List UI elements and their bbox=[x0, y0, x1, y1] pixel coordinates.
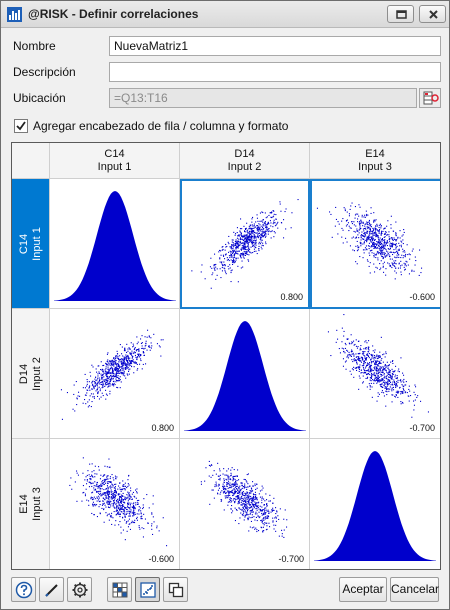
correlation-value: 0.800 bbox=[151, 423, 174, 433]
distribution-cell[interactable] bbox=[180, 309, 310, 439]
correlation-value: 0.800 bbox=[280, 292, 303, 302]
close-icon bbox=[429, 10, 438, 19]
correlation-cell[interactable]: 0.800 bbox=[50, 309, 180, 439]
header-format-label: Agregar encabezado de fila / columna y f… bbox=[33, 119, 289, 133]
correlation-cell[interactable]: -0.600 bbox=[50, 439, 180, 569]
row-header-ref: D14 bbox=[17, 363, 30, 384]
column-header-name: Input 1 bbox=[97, 161, 132, 173]
edit-icon bbox=[45, 584, 58, 597]
correlation-cell[interactable]: -0.600 bbox=[310, 179, 440, 309]
row-header-name: Input 2 bbox=[30, 356, 43, 391]
correlation-matrix: C14 Input 1 D14 Input 2 E14 Input 3 C14 … bbox=[11, 142, 441, 570]
location-input: =Q13:T16 bbox=[109, 88, 417, 108]
correlation-value: -0.600 bbox=[148, 554, 174, 564]
distribution-plot bbox=[54, 191, 176, 301]
description-label: Descripción bbox=[13, 65, 76, 79]
distribution-curve bbox=[314, 451, 436, 561]
row-header-ref: C14 bbox=[17, 233, 30, 254]
correlation-value: -0.700 bbox=[409, 423, 435, 433]
row-header-1[interactable]: C14 Input 1 bbox=[12, 179, 50, 309]
distribution-plot bbox=[314, 451, 436, 561]
risk-app-icon bbox=[7, 7, 22, 22]
scatter-plot bbox=[69, 457, 168, 547]
scatter-points bbox=[191, 199, 299, 289]
correlation-value: -0.700 bbox=[278, 554, 304, 564]
scatter-plot bbox=[316, 202, 423, 280]
column-header-ref: E14 bbox=[365, 148, 385, 160]
scatter-plot bbox=[191, 199, 299, 289]
scatter-points bbox=[200, 460, 288, 538]
distribution-curve bbox=[54, 191, 176, 301]
distribution-cell[interactable] bbox=[310, 439, 440, 569]
name-input[interactable]: NuevaMatriz1 bbox=[109, 36, 441, 56]
matrix-view-icon bbox=[112, 582, 128, 598]
scatter-points bbox=[327, 314, 429, 418]
scatter-points bbox=[316, 202, 423, 280]
header-format-checkbox[interactable] bbox=[14, 119, 28, 133]
column-header-3[interactable]: E14 Input 3 bbox=[310, 143, 440, 179]
edit-button[interactable] bbox=[39, 577, 64, 602]
scatter-plot bbox=[327, 314, 429, 418]
distribution-curve bbox=[184, 321, 306, 431]
row-header-name: Input 3 bbox=[30, 487, 43, 521]
name-label: Nombre bbox=[13, 39, 56, 53]
scatter-view-button[interactable] bbox=[135, 577, 160, 602]
settings-button[interactable] bbox=[67, 577, 92, 602]
column-header-name: Input 2 bbox=[227, 161, 262, 173]
column-header-1[interactable]: C14 Input 1 bbox=[50, 143, 180, 179]
maximize-icon bbox=[396, 10, 407, 19]
cancel-button[interactable]: Cancelar bbox=[390, 577, 439, 602]
help-button[interactable] bbox=[11, 577, 36, 602]
scatter-plot bbox=[200, 460, 288, 538]
copy-icon bbox=[168, 582, 184, 598]
correlation-cell[interactable]: -0.700 bbox=[310, 309, 440, 439]
correlation-value: -0.600 bbox=[409, 292, 435, 302]
correlation-cell[interactable]: 0.800 bbox=[180, 179, 310, 309]
column-header-2[interactable]: D14 Input 2 bbox=[180, 143, 310, 179]
window-title: @RISK - Definir correlaciones bbox=[28, 7, 199, 21]
cell-reference-icon bbox=[423, 91, 439, 105]
help-icon bbox=[15, 581, 33, 599]
row-header-2[interactable]: D14 Input 2 bbox=[12, 309, 50, 439]
close-button[interactable] bbox=[419, 5, 446, 23]
row-header-name: Input 1 bbox=[30, 226, 43, 261]
description-input[interactable] bbox=[109, 62, 441, 82]
title-bar[interactable]: @RISK - Definir correlaciones bbox=[1, 1, 449, 28]
column-header-name: Input 3 bbox=[358, 161, 392, 173]
matrix-corner bbox=[12, 143, 50, 179]
accept-button[interactable]: Aceptar bbox=[339, 577, 387, 602]
distribution-plot bbox=[184, 321, 306, 431]
scatter-plot bbox=[60, 329, 164, 420]
scatter-points bbox=[60, 329, 164, 420]
scatter-points bbox=[69, 457, 168, 547]
checkmark-icon bbox=[16, 121, 26, 131]
distribution-cell[interactable] bbox=[50, 179, 180, 309]
scatter-view-icon bbox=[140, 582, 156, 598]
matrix-view-button[interactable] bbox=[107, 577, 132, 602]
location-select-button[interactable] bbox=[419, 88, 441, 108]
maximize-button[interactable] bbox=[387, 5, 414, 23]
settings-icon bbox=[72, 582, 88, 598]
column-header-ref: C14 bbox=[104, 148, 125, 160]
column-header-ref: D14 bbox=[234, 148, 255, 160]
row-header-ref: E14 bbox=[17, 494, 30, 514]
row-header-3[interactable]: E14 Input 3 bbox=[12, 439, 50, 569]
correlation-cell[interactable]: -0.700 bbox=[180, 439, 310, 569]
location-label: Ubicación bbox=[13, 91, 66, 105]
copy-button[interactable] bbox=[163, 577, 188, 602]
